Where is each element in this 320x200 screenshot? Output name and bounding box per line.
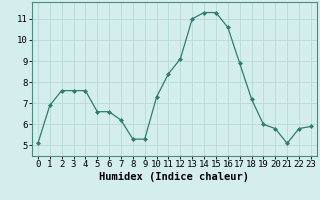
X-axis label: Humidex (Indice chaleur): Humidex (Indice chaleur) [100,172,249,182]
